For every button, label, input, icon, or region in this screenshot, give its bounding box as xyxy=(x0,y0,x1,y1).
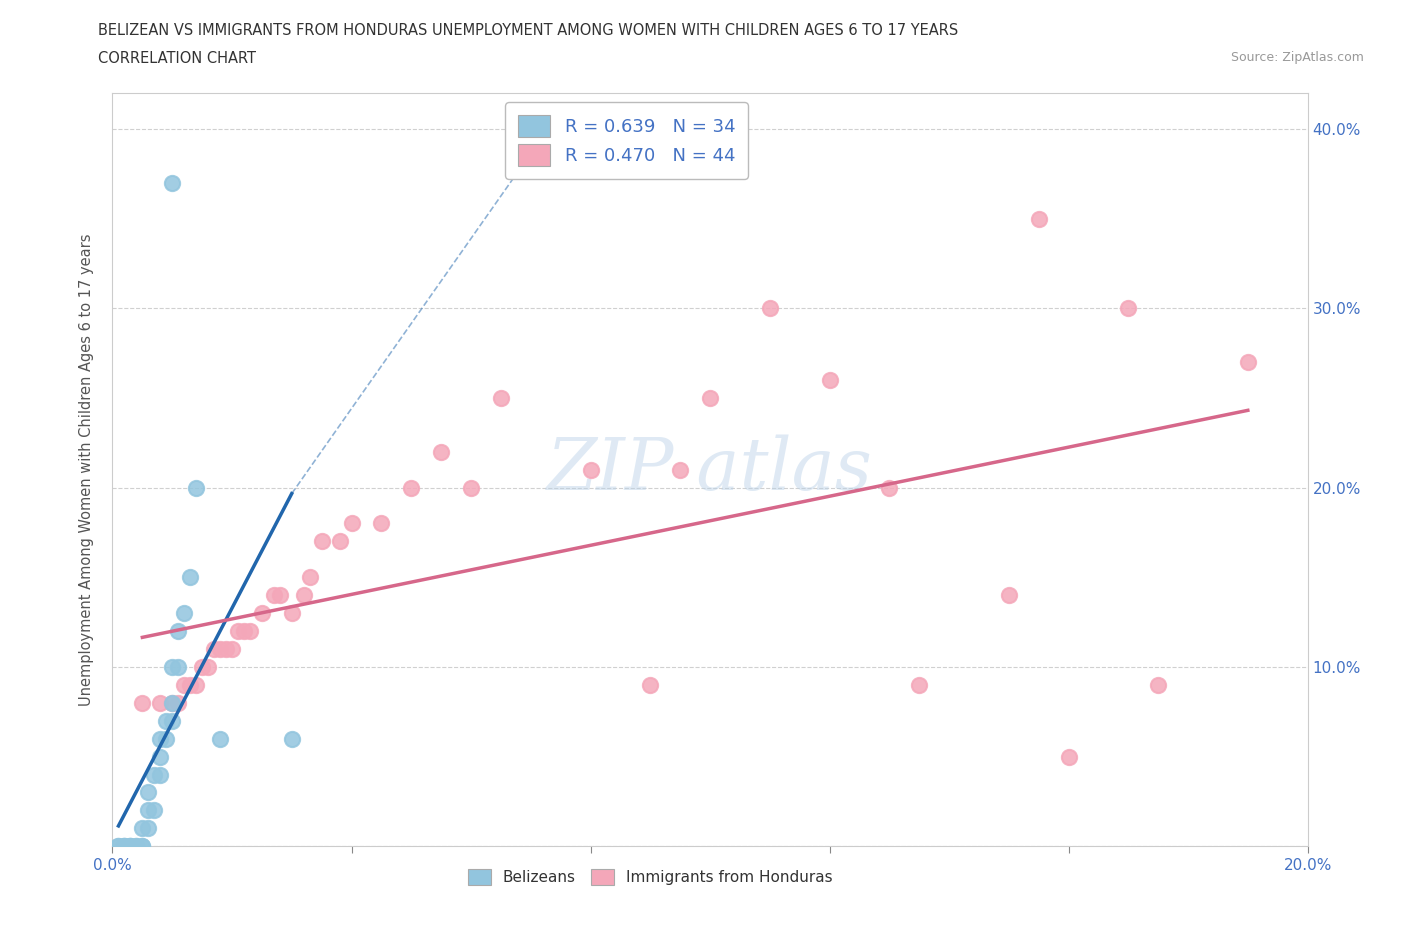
Point xyxy=(281,605,304,620)
Point xyxy=(401,480,423,495)
Point xyxy=(131,839,153,854)
Point xyxy=(209,731,232,746)
Point xyxy=(149,696,172,711)
Point xyxy=(149,767,172,782)
Point xyxy=(263,588,285,603)
Point xyxy=(186,480,208,495)
Point xyxy=(114,839,135,854)
Point xyxy=(138,803,160,817)
Point xyxy=(250,605,273,620)
Point xyxy=(370,516,392,531)
Point xyxy=(1118,300,1140,315)
Point xyxy=(155,713,177,728)
Point xyxy=(292,588,315,603)
Point xyxy=(114,839,135,854)
Point xyxy=(430,445,453,459)
Point xyxy=(311,534,333,549)
Point xyxy=(162,696,183,711)
Point xyxy=(215,642,238,657)
Point xyxy=(167,659,190,674)
Point xyxy=(173,605,195,620)
Legend: Belizeans, Immigrants from Honduras: Belizeans, Immigrants from Honduras xyxy=(461,863,839,891)
Point xyxy=(197,659,219,674)
Point xyxy=(131,821,153,836)
Point xyxy=(298,570,321,585)
Point xyxy=(281,731,304,746)
Point xyxy=(489,391,512,405)
Point xyxy=(162,713,183,728)
Point xyxy=(143,803,166,817)
Point xyxy=(125,839,148,854)
Point xyxy=(155,731,177,746)
Text: Source: ZipAtlas.com: Source: ZipAtlas.com xyxy=(1230,51,1364,64)
Point xyxy=(173,677,195,692)
Text: BELIZEAN VS IMMIGRANTS FROM HONDURAS UNEMPLOYMENT AMONG WOMEN WITH CHILDREN AGES: BELIZEAN VS IMMIGRANTS FROM HONDURAS UNE… xyxy=(98,23,959,38)
Point xyxy=(202,642,225,657)
Point xyxy=(879,480,901,495)
Point xyxy=(120,839,142,854)
Point xyxy=(149,750,172,764)
Point xyxy=(131,696,153,711)
Point xyxy=(640,677,662,692)
Point xyxy=(209,642,232,657)
Point xyxy=(179,677,201,692)
Point xyxy=(908,677,931,692)
Point xyxy=(167,696,190,711)
Point xyxy=(120,839,142,854)
Point xyxy=(162,175,183,190)
Point xyxy=(149,731,172,746)
Point xyxy=(131,839,153,854)
Point xyxy=(107,839,129,854)
Point xyxy=(269,588,291,603)
Y-axis label: Unemployment Among Women with Children Ages 6 to 17 years: Unemployment Among Women with Children A… xyxy=(79,233,94,706)
Point xyxy=(162,659,183,674)
Point xyxy=(221,642,243,657)
Point xyxy=(669,462,692,477)
Point xyxy=(125,839,148,854)
Point xyxy=(239,624,262,639)
Text: CORRELATION CHART: CORRELATION CHART xyxy=(98,51,256,66)
Point xyxy=(759,300,782,315)
Point xyxy=(107,839,129,854)
Point xyxy=(998,588,1021,603)
Point xyxy=(179,570,201,585)
Point xyxy=(340,516,363,531)
Point xyxy=(699,391,721,405)
Point xyxy=(1028,211,1050,226)
Point xyxy=(138,785,160,800)
Point xyxy=(162,696,183,711)
Point xyxy=(191,659,214,674)
Point xyxy=(138,821,160,836)
Point xyxy=(1147,677,1170,692)
Point xyxy=(143,767,166,782)
Point xyxy=(226,624,249,639)
Point xyxy=(167,624,190,639)
Point xyxy=(579,462,602,477)
Text: ZIP atlas: ZIP atlas xyxy=(547,434,873,505)
Point xyxy=(233,624,256,639)
Point xyxy=(186,677,208,692)
Point xyxy=(1057,750,1080,764)
Point xyxy=(1237,354,1260,369)
Point xyxy=(120,839,142,854)
Point xyxy=(818,373,841,388)
Point xyxy=(114,839,135,854)
Point xyxy=(329,534,352,549)
Point xyxy=(460,480,482,495)
